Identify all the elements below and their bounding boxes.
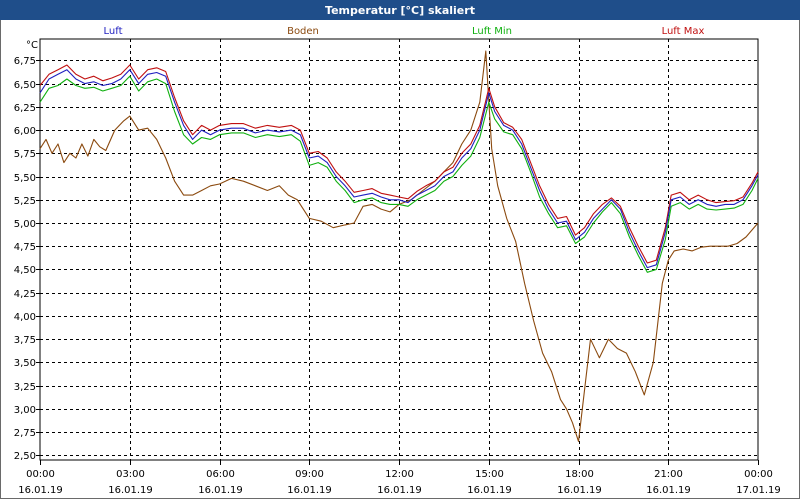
grid (40, 39, 758, 460)
x-tick-date: 16.01.19 (377, 485, 422, 496)
y-tick-label: 3,25 (14, 382, 36, 393)
x-tick-time: 09:00 (295, 469, 324, 480)
y-axis-unit: °C (26, 40, 38, 51)
y-tick-label: 3,75 (14, 335, 36, 346)
y-tick-label: 5,50 (14, 173, 36, 184)
series-line-luft-min (39, 75, 759, 273)
y-tick-label: 4,75 (14, 242, 36, 253)
x-tick-time: 00:00 (26, 469, 55, 480)
series-line-luft-max (39, 64, 759, 264)
y-tick-label: 3,50 (14, 358, 36, 369)
x-tick-date: 16.01.19 (646, 485, 691, 496)
x-tick-date: 16.01.19 (18, 485, 63, 496)
x-tick-time: 15:00 (475, 469, 504, 480)
y-tick-label: 3,00 (14, 405, 36, 416)
y-tick-label: 5,25 (14, 196, 36, 207)
y-tick-label: 4,00 (14, 312, 36, 323)
x-tick-time: 18:00 (565, 469, 594, 480)
x-tick-time: 21:00 (654, 469, 683, 480)
x-tick-time: 06:00 (206, 469, 235, 480)
y-tick-label: 2,50 (14, 451, 36, 462)
x-tick-time: 03:00 (116, 469, 145, 480)
x-tick-time: 00:00 (744, 469, 773, 480)
x-tick-date: 17.01.19 (736, 485, 781, 496)
legend-item-luft: Luft (104, 26, 123, 37)
x-tick-date: 16.01.19 (108, 485, 153, 496)
legend-item-boden: Boden (287, 26, 319, 37)
legend: Luft Boden Luft Min Luft Max (104, 26, 705, 37)
x-tick-date: 16.01.19 (467, 485, 512, 496)
legend-item-luft-max: Luft Max (662, 26, 705, 37)
x-tick-date: 16.01.19 (287, 485, 332, 496)
y-tick-label: 5,00 (14, 219, 36, 230)
y-tick-label: 6,25 (14, 103, 36, 114)
y-tick-label: 5,75 (14, 149, 36, 160)
y-tick-label: 2,75 (14, 428, 36, 439)
y-tick-label: 6,50 (14, 80, 36, 91)
legend-item-luft-min: Luft Min (472, 26, 512, 37)
series-line-luft (39, 69, 759, 269)
x-tick-date: 16.01.19 (198, 485, 243, 496)
series-layer (39, 50, 759, 442)
y-axis: °C 2,50 2,75 3,00 3,25 3,50 3,75 4,00 4,25 4,50 4,… (14, 40, 40, 462)
y-tick-label: 6,00 (14, 126, 36, 137)
y-tick-label: 4,50 (14, 265, 36, 276)
chart-title: Temperatur [°C] skaliert (0, 0, 800, 20)
x-tick-date: 16.01.19 (557, 485, 602, 496)
y-tick-label: 6,75 (14, 56, 36, 67)
x-axis: 00:00 16.01.19 03:00 16.01.19 06:00 16.01.19 0… (18, 460, 781, 496)
x-tick-time: 12:00 (385, 469, 414, 480)
y-tick-label: 4,25 (14, 289, 36, 300)
